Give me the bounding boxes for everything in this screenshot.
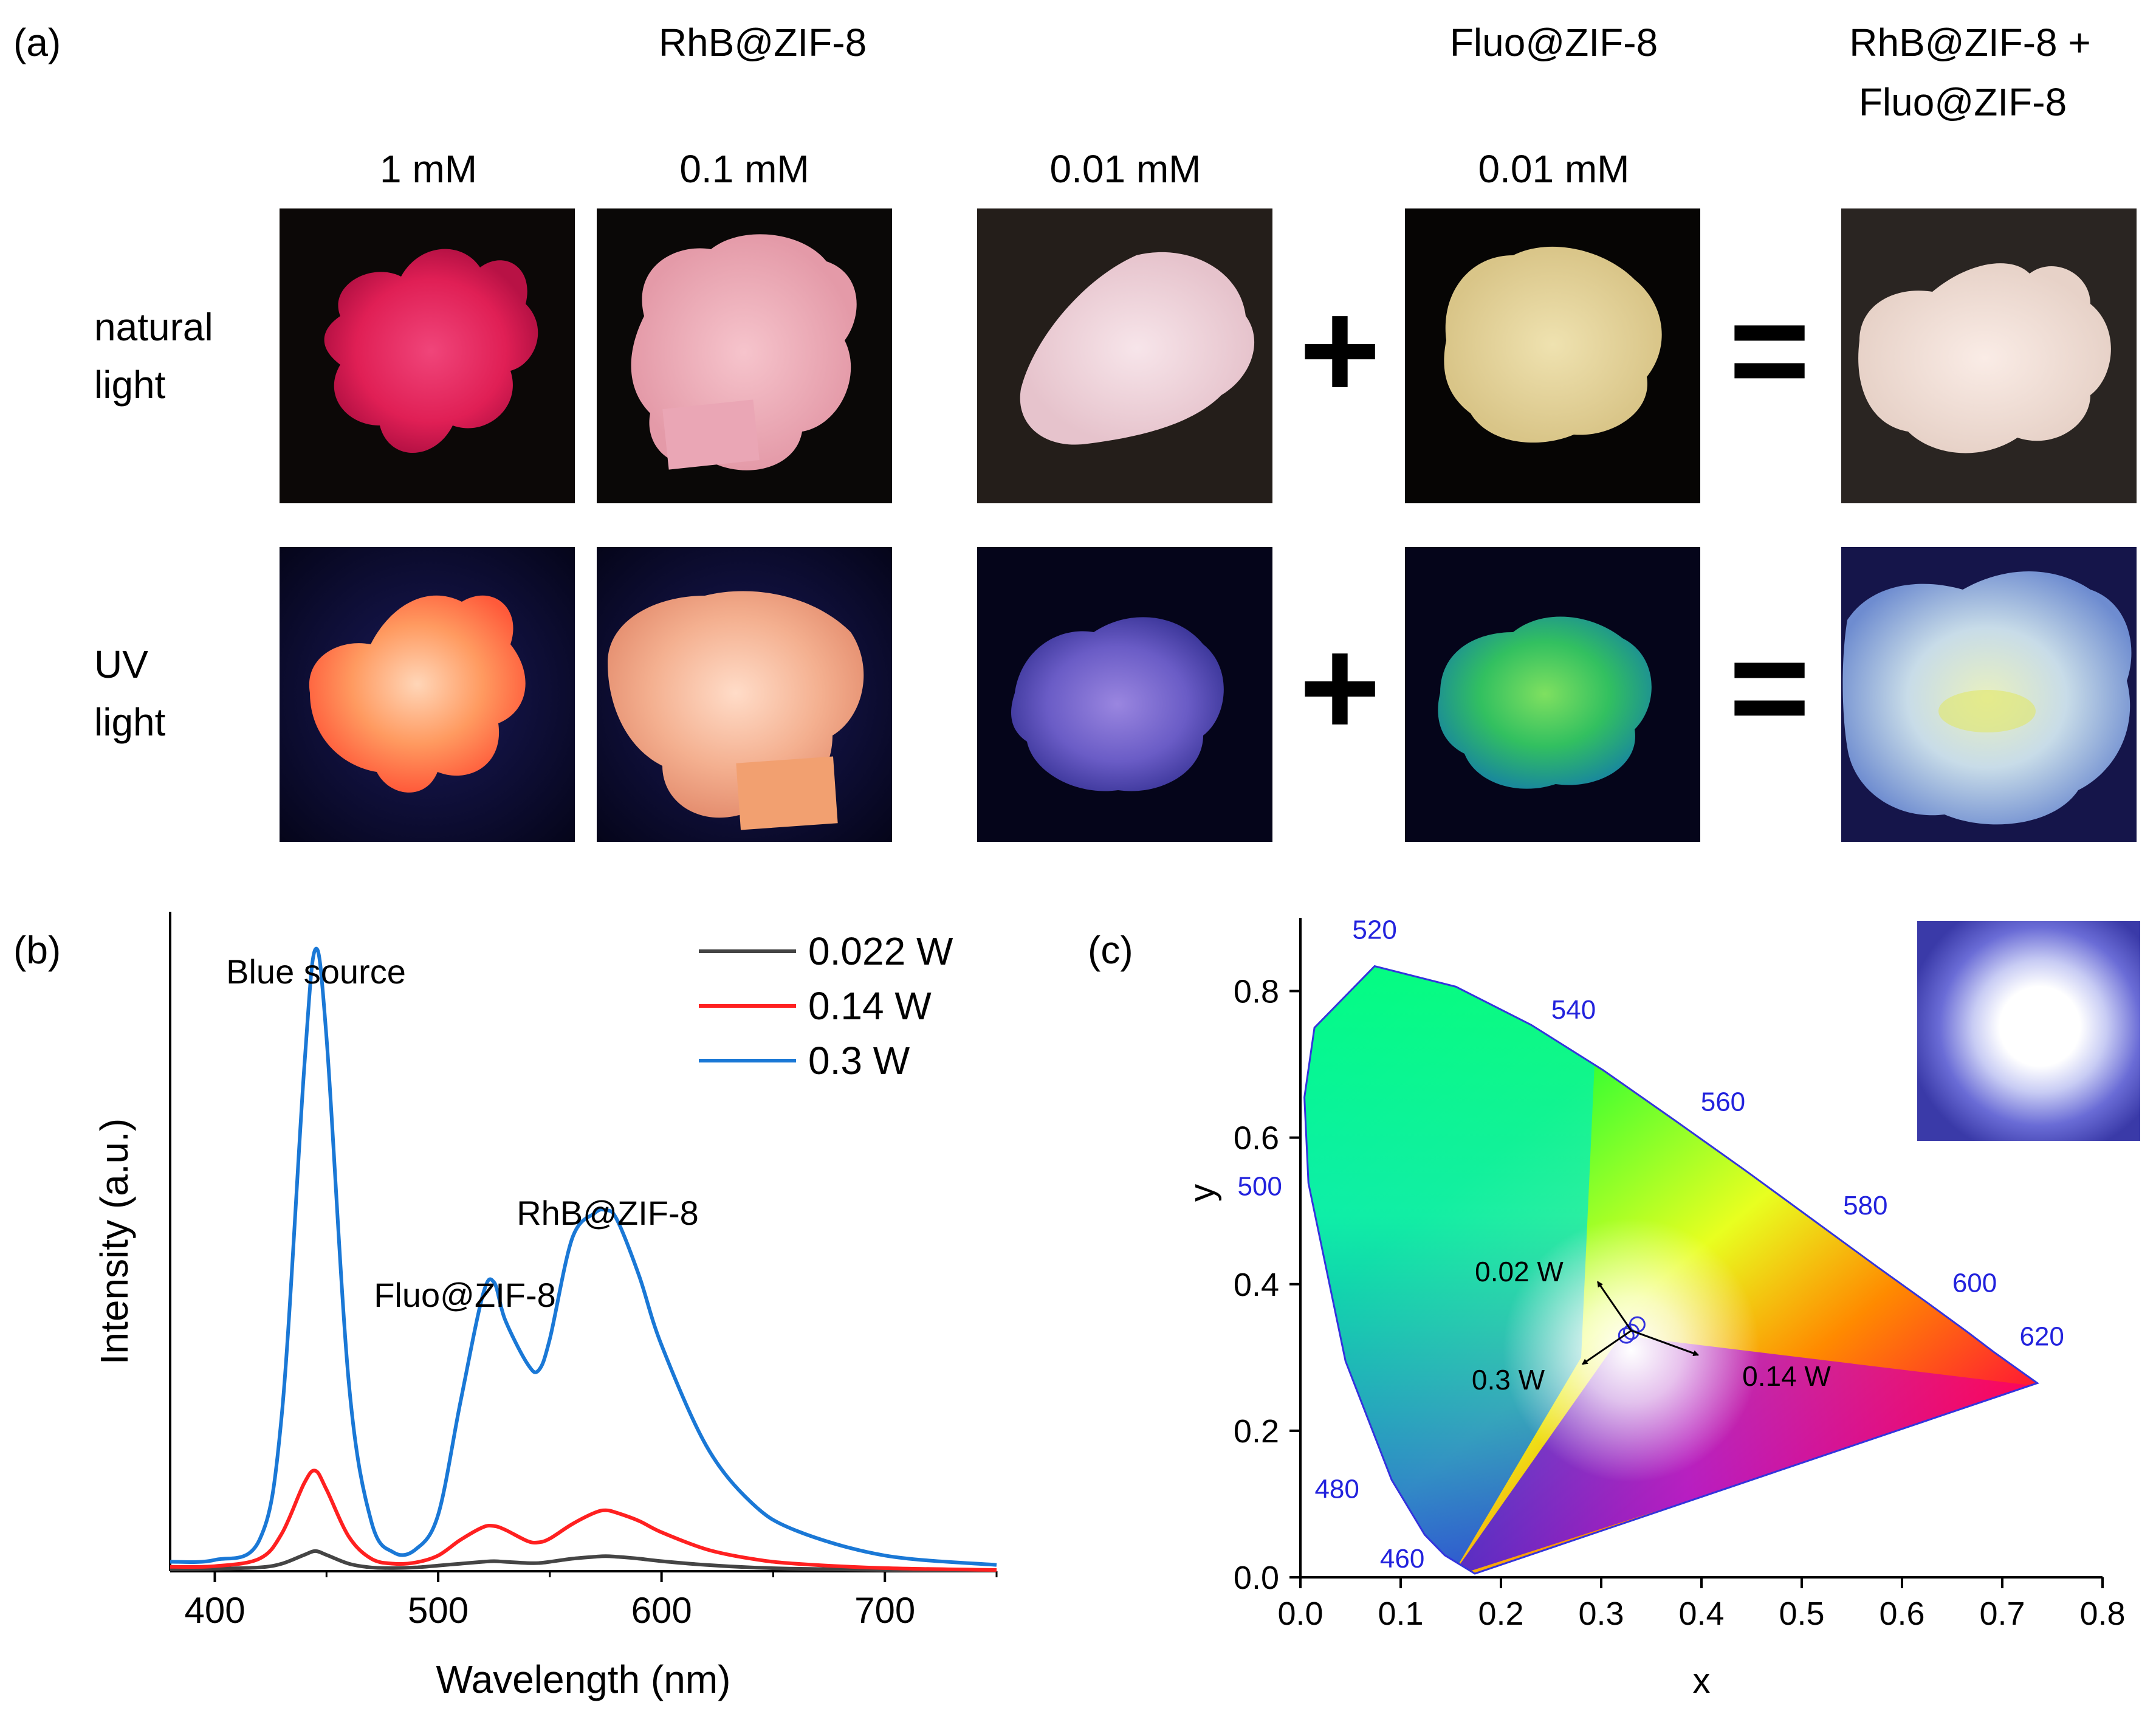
wavelength-label-500: 500 bbox=[1237, 1171, 1282, 1201]
series-line-2 bbox=[170, 946, 997, 1567]
x-axis-title: Wavelength (nm) bbox=[436, 1658, 731, 1701]
photo-rhb-001mm-natural bbox=[977, 208, 1272, 503]
photo-fluo-001mm-natural bbox=[1405, 208, 1700, 503]
x-tick-label: 0.1 bbox=[1378, 1596, 1423, 1632]
x-tick-label: 500 bbox=[408, 1590, 469, 1631]
concentration-001mm-rhb: 0.01 mM bbox=[1050, 147, 1201, 191]
x-tick-label: 0.0 bbox=[1277, 1596, 1323, 1632]
group-label-rhb: RhB@ZIF-8 bbox=[659, 21, 867, 64]
wavelength-label-580: 580 bbox=[1843, 1191, 1887, 1221]
panel-a: (a) RhB@ZIF-8 Fluo@ZIF-8 RhB@ZIF-8 + Flu… bbox=[13, 21, 2137, 842]
panel-b-label: (b) bbox=[13, 928, 61, 972]
cie-spectral-locus bbox=[1303, 965, 2040, 1575]
panel-b: (b) 400 500 600 700 Wavelength (nm) Intensity… bbox=[13, 912, 998, 1701]
y-tick-label: 0.2 bbox=[1234, 1413, 1279, 1450]
x-tick-label: 0.8 bbox=[2079, 1596, 2125, 1632]
series-line-1 bbox=[170, 1468, 997, 1572]
row-label-natural-line2: light bbox=[94, 363, 166, 407]
group-label-mix-line1: RhB@ZIF-8 + bbox=[1849, 21, 2091, 64]
photo-rhb-01mm-uv bbox=[597, 547, 892, 842]
x-tick-label: 0.3 bbox=[1578, 1596, 1624, 1632]
x-tick-label: 700 bbox=[854, 1590, 915, 1631]
annotation-rhb: RhB@ZIF-8 bbox=[517, 1194, 699, 1232]
photo-rhb-1mm-natural bbox=[280, 208, 575, 503]
equals-sign-uv: = bbox=[1729, 609, 1810, 765]
y-tick-label: 0.8 bbox=[1234, 974, 1279, 1010]
cie-fill-white bbox=[1503, 1218, 1760, 1482]
legend-label-1: 0.14 W bbox=[808, 984, 932, 1028]
inset-photo-white-light bbox=[1917, 921, 2140, 1141]
x-tick-label: 600 bbox=[631, 1590, 692, 1631]
y-tick-label: 0.6 bbox=[1234, 1120, 1279, 1157]
x-tick-label: 400 bbox=[184, 1590, 245, 1631]
wavelength-label-460: 460 bbox=[1380, 1544, 1424, 1574]
x-tick-label: 0.7 bbox=[1979, 1596, 2025, 1632]
photo-fluo-001mm-uv bbox=[1405, 547, 1700, 842]
panel-c: (c) 0.0 0.1 0.2 0.3 0.4 0.5 0.6 0.7 0.8 0.0 0.2 0.4… bbox=[1088, 915, 2140, 1701]
legend-label-0: 0.022 W bbox=[808, 929, 953, 973]
spectrum-chart: 400 500 600 700 Wavelength (nm) Intensity (a.… bbox=[92, 912, 998, 1701]
x-tick-label: 0.5 bbox=[1779, 1596, 1824, 1632]
y-axis-title: y bbox=[1183, 1184, 1222, 1202]
concentration-1mm: 1 mM bbox=[380, 147, 477, 191]
equals-sign-natural: = bbox=[1729, 272, 1810, 428]
photo-rhb-1mm-uv bbox=[280, 547, 575, 842]
plus-sign-natural: + bbox=[1299, 272, 1381, 428]
wavelength-label-620: 620 bbox=[2019, 1322, 2064, 1352]
panel-a-label: (a) bbox=[13, 21, 61, 64]
x-axis-title: x bbox=[1693, 1661, 1711, 1701]
annotation-fluo: Fluo@ZIF-8 bbox=[374, 1276, 556, 1314]
cie-label-arrow-014w: 0.14 W bbox=[1742, 1360, 1831, 1392]
concentration-01mm: 0.1 mM bbox=[679, 147, 809, 191]
cie-label-arrow-002w: 0.02 W bbox=[1475, 1256, 1564, 1287]
row-label-natural-line1: natural bbox=[94, 305, 213, 349]
photo-rhb-01mm-natural bbox=[597, 208, 892, 503]
cie-label-arrow-03w: 0.3 W bbox=[1472, 1364, 1545, 1396]
wavelength-label-540: 540 bbox=[1551, 995, 1596, 1025]
y-tick-label: 0.4 bbox=[1234, 1267, 1279, 1303]
cie-point-2 bbox=[1618, 1327, 1635, 1344]
wavelength-label-600: 600 bbox=[1952, 1268, 1997, 1298]
photo-mix-natural bbox=[1841, 208, 2137, 503]
arrow-002w bbox=[1597, 1281, 1632, 1331]
row-label-uv-line2: light bbox=[94, 700, 166, 744]
wavelength-label-480: 480 bbox=[1314, 1475, 1359, 1504]
arrow-014w bbox=[1630, 1329, 1700, 1357]
cie-point-1 bbox=[1623, 1323, 1639, 1340]
row-label-uv-line1: UV bbox=[94, 642, 148, 686]
wavelength-label-560: 560 bbox=[1701, 1087, 1745, 1117]
legend-label-2: 0.3 W bbox=[808, 1039, 910, 1083]
plus-sign-uv: + bbox=[1299, 609, 1381, 765]
x-tick-label: 0.4 bbox=[1678, 1596, 1724, 1632]
arrow-03w bbox=[1581, 1329, 1632, 1365]
panel-c-label: (c) bbox=[1088, 928, 1133, 972]
concentration-001mm-fluo: 0.01 mM bbox=[1478, 147, 1630, 191]
group-label-fluo: Fluo@ZIF-8 bbox=[1450, 21, 1658, 64]
x-tick-label: 0.6 bbox=[1879, 1596, 1924, 1632]
x-tick-label: 0.2 bbox=[1478, 1596, 1523, 1632]
photo-rhb-001mm-uv bbox=[977, 547, 1272, 842]
y-tick-label: 0.0 bbox=[1234, 1560, 1279, 1596]
group-label-mix-line2: Fluo@ZIF-8 bbox=[1859, 80, 2067, 124]
y-axis-title: Intensity (a.u.) bbox=[92, 1118, 136, 1365]
annotation-blue-source: Blue source bbox=[226, 952, 406, 991]
wavelength-label-520: 520 bbox=[1352, 915, 1396, 945]
photo-mix-uv bbox=[1841, 547, 2137, 842]
series-line-0 bbox=[170, 1549, 997, 1572]
